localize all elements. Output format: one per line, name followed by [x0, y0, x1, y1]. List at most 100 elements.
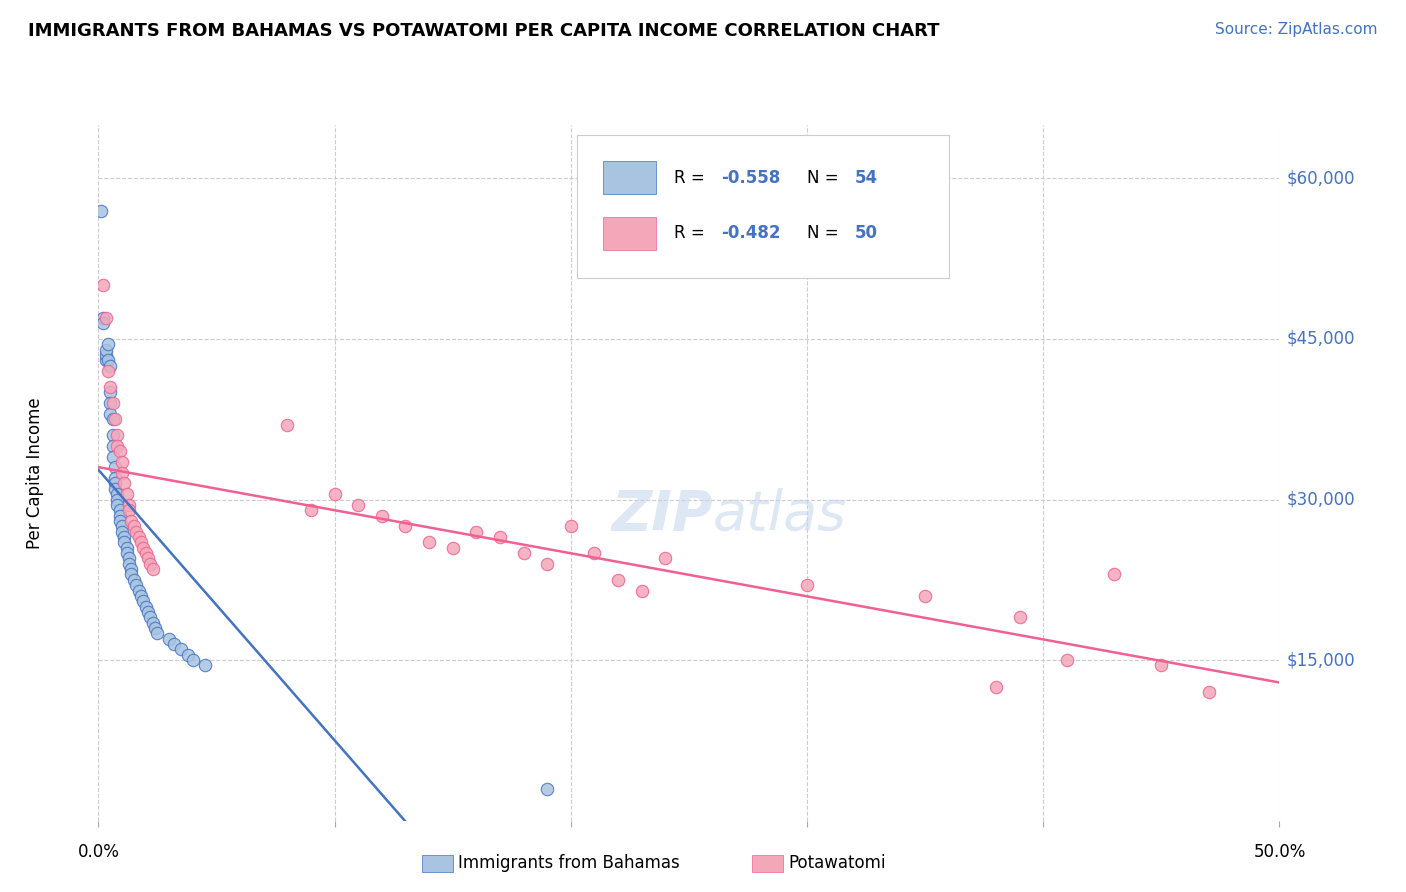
- Point: [112, 530, 135, 544]
- Point: [1008, 610, 1031, 624]
- Point: [347, 498, 370, 512]
- Point: [121, 567, 143, 582]
- Point: [94, 348, 117, 362]
- Point: [94, 353, 117, 368]
- Point: [1056, 653, 1078, 667]
- Point: [104, 482, 127, 496]
- Text: -0.558: -0.558: [721, 169, 780, 186]
- Text: Source: ZipAtlas.com: Source: ZipAtlas.com: [1215, 22, 1378, 37]
- Point: [1150, 658, 1173, 673]
- Text: 50: 50: [855, 225, 877, 243]
- Point: [583, 546, 606, 560]
- Point: [121, 514, 143, 528]
- Text: $30,000: $30,000: [1286, 491, 1355, 508]
- Text: Potawatomi: Potawatomi: [789, 855, 886, 872]
- Text: N =: N =: [807, 169, 844, 186]
- Point: [630, 583, 652, 598]
- Point: [128, 530, 150, 544]
- Point: [536, 781, 558, 796]
- Point: [112, 535, 135, 549]
- Point: [98, 359, 121, 373]
- Point: [560, 519, 582, 533]
- Point: [914, 589, 936, 603]
- Point: [796, 578, 818, 592]
- Point: [121, 562, 143, 576]
- Point: [104, 476, 127, 491]
- Point: [91, 310, 114, 325]
- Point: [97, 337, 120, 351]
- Point: [118, 503, 141, 517]
- Point: [441, 541, 464, 555]
- Point: [323, 487, 346, 501]
- Point: [98, 396, 121, 410]
- Point: [111, 519, 134, 533]
- Point: [101, 450, 124, 464]
- Point: [111, 524, 134, 539]
- Point: [299, 503, 322, 517]
- Point: [128, 583, 150, 598]
- Point: [129, 535, 152, 549]
- Point: [146, 626, 169, 640]
- Point: [177, 648, 200, 662]
- Point: [139, 610, 162, 624]
- Point: [104, 471, 127, 485]
- Point: [108, 514, 131, 528]
- Text: Immigrants from Bahamas: Immigrants from Bahamas: [458, 855, 681, 872]
- Text: N =: N =: [807, 225, 844, 243]
- Point: [654, 551, 676, 566]
- Point: [94, 343, 117, 357]
- Point: [104, 412, 127, 426]
- Text: $45,000: $45,000: [1286, 330, 1355, 348]
- Point: [101, 412, 124, 426]
- Bar: [603, 217, 655, 250]
- Point: [371, 508, 394, 523]
- Point: [142, 615, 165, 630]
- Point: [105, 487, 128, 501]
- Point: [101, 396, 124, 410]
- Point: [136, 551, 159, 566]
- Point: [181, 653, 204, 667]
- Point: [132, 541, 155, 555]
- Point: [418, 535, 440, 549]
- Point: [170, 642, 193, 657]
- Point: [122, 573, 145, 587]
- Text: 50.0%: 50.0%: [1253, 843, 1306, 861]
- Point: [98, 385, 121, 400]
- Point: [111, 455, 134, 469]
- Point: [142, 562, 165, 576]
- Text: Per Capita Income: Per Capita Income: [27, 397, 44, 549]
- Point: [97, 353, 120, 368]
- Point: [115, 487, 138, 501]
- Text: -0.482: -0.482: [721, 225, 780, 243]
- Bar: [603, 161, 655, 194]
- Point: [108, 444, 131, 458]
- Point: [1198, 685, 1220, 699]
- Point: [91, 278, 114, 293]
- Point: [132, 594, 155, 608]
- Text: $60,000: $60,000: [1286, 169, 1355, 187]
- Point: [118, 498, 141, 512]
- Text: IMMIGRANTS FROM BAHAMAS VS POTAWATOMI PER CAPITA INCOME CORRELATION CHART: IMMIGRANTS FROM BAHAMAS VS POTAWATOMI PE…: [28, 22, 939, 40]
- Point: [111, 466, 134, 480]
- Point: [118, 551, 141, 566]
- Point: [98, 380, 121, 394]
- Point: [143, 621, 166, 635]
- Point: [607, 573, 630, 587]
- Point: [136, 605, 159, 619]
- Point: [105, 498, 128, 512]
- Point: [98, 407, 121, 421]
- Point: [135, 546, 157, 560]
- Point: [104, 460, 127, 475]
- Point: [194, 658, 217, 673]
- Point: [105, 439, 128, 453]
- Point: [91, 316, 114, 330]
- Point: [465, 524, 488, 539]
- Point: [394, 519, 416, 533]
- Point: [105, 428, 128, 442]
- Point: [108, 503, 131, 517]
- FancyBboxPatch shape: [576, 136, 949, 278]
- Point: [157, 632, 180, 646]
- Point: [163, 637, 186, 651]
- Point: [984, 680, 1007, 694]
- Point: [90, 203, 112, 218]
